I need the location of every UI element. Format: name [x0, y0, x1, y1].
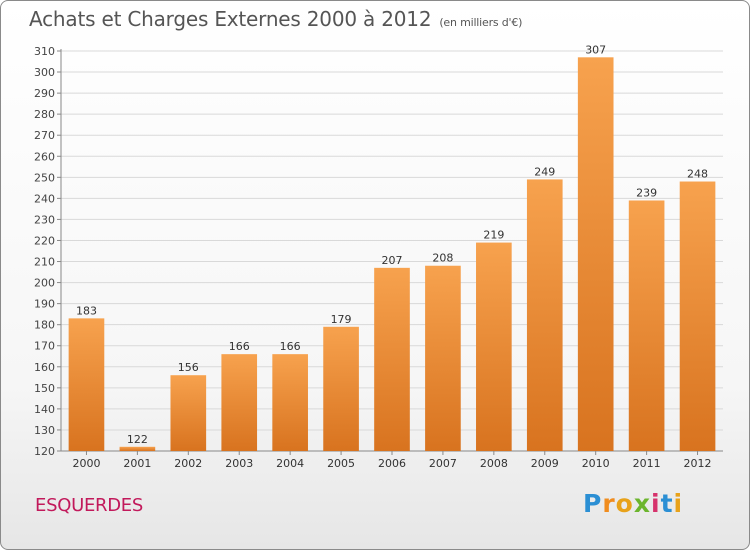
x-tick-label: 2010 [582, 457, 610, 470]
x-tick-label: 2009 [531, 457, 559, 470]
bar [628, 200, 665, 451]
y-tick-label: 210 [34, 256, 55, 269]
data-label: 179 [331, 313, 352, 326]
unit-label: (en milliers d'€) [439, 16, 523, 29]
y-tick-label: 260 [34, 150, 55, 163]
x-tick-label: 2003 [225, 457, 253, 470]
y-tick-label: 300 [34, 66, 55, 79]
data-label: 307 [585, 43, 606, 56]
bar [577, 57, 614, 451]
logo-letter: r [602, 489, 616, 518]
y-tick-label: 250 [34, 171, 55, 184]
y-tick-label: 270 [34, 129, 55, 142]
y-tick-label: 310 [34, 45, 55, 58]
y-tick-label: 180 [34, 319, 55, 332]
bar [272, 354, 308, 451]
y-tick-label: 120 [34, 445, 55, 458]
title-text: Achats et Charges Externes 2000 à 2012 [29, 7, 432, 31]
data-label: 249 [534, 165, 555, 178]
data-label: 166 [229, 340, 250, 353]
bar [323, 326, 359, 451]
logo-letter: i [673, 489, 684, 518]
y-tick-label: 130 [34, 424, 55, 437]
labels: 120 130 140 150 160 170 180 190 200 210 220 230 240 2… [34, 43, 712, 470]
commune-name: ESQUERDES [35, 495, 143, 516]
y-tick-label: 160 [34, 361, 55, 374]
bar [526, 179, 563, 451]
data-label: 239 [636, 186, 657, 199]
proxiti-logo: Proxiti [583, 489, 683, 518]
x-tick-label: 2006 [378, 457, 406, 470]
data-label: 207 [382, 254, 403, 267]
x-tick-label: 2008 [480, 457, 508, 470]
bars [68, 57, 716, 452]
bar [476, 242, 512, 451]
data-label: 122 [127, 433, 148, 446]
y-tick-label: 150 [34, 382, 55, 395]
bar [68, 318, 105, 451]
y-tick-label: 140 [34, 403, 55, 416]
x-tick-label: 2012 [684, 457, 712, 470]
logo-letter: t [660, 489, 674, 518]
x-tick-label: 2011 [633, 457, 661, 470]
y-tick-label: 280 [34, 108, 55, 121]
x-tick-label: 2005 [327, 457, 355, 470]
logo-letter: o [615, 489, 634, 518]
y-tick-label: 200 [34, 277, 55, 290]
y-tick-label: 190 [34, 298, 55, 311]
data-label: 166 [280, 340, 301, 353]
x-tick-label: 2000 [72, 457, 100, 470]
x-tick-label: 2004 [276, 457, 304, 470]
data-label: 208 [432, 252, 453, 265]
data-label: 156 [178, 361, 199, 374]
bar [221, 354, 258, 451]
data-label: 219 [483, 229, 504, 242]
logo-letter: i [651, 489, 661, 518]
bar [679, 181, 716, 452]
x-tick-label: 2001 [123, 457, 151, 470]
y-tick-label: 220 [34, 234, 55, 247]
y-tick-label: 230 [34, 213, 55, 226]
x-tick-label: 2002 [174, 457, 202, 470]
y-tick-label: 170 [34, 340, 55, 353]
bar [170, 375, 207, 451]
bar [425, 265, 461, 451]
x-tick-label: 2007 [429, 457, 457, 470]
bar [374, 267, 410, 451]
logo-letter: P [583, 489, 603, 518]
data-label: 183 [76, 304, 97, 317]
data-label: 248 [687, 168, 708, 181]
logo-letter: x [633, 489, 651, 518]
y-tick-label: 290 [34, 87, 55, 100]
bar [119, 446, 156, 451]
chart-title: Achats et Charges Externes 2000 à 2012 (e… [29, 7, 522, 31]
y-tick-label: 240 [34, 192, 55, 205]
